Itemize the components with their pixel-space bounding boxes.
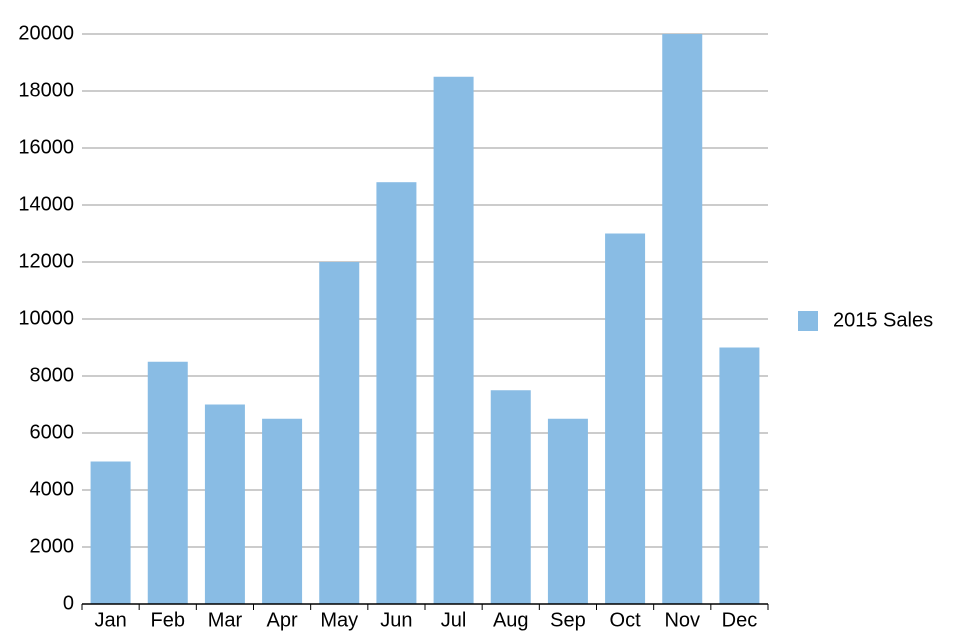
bar <box>319 262 360 604</box>
y-tick-label: 2000 <box>30 535 75 557</box>
y-tick-label: 18000 <box>18 79 74 101</box>
legend-swatch <box>798 311 818 331</box>
y-tick-label: 0 <box>63 592 74 614</box>
bar <box>547 418 588 604</box>
bar <box>376 182 417 604</box>
x-tick-label: Mar <box>208 609 243 631</box>
x-tick-label: Feb <box>151 609 185 631</box>
y-tick-label: 16000 <box>18 136 74 158</box>
y-tick-label: 14000 <box>18 193 74 215</box>
y-tick-label: 6000 <box>30 421 75 443</box>
x-tick-label: May <box>320 609 358 631</box>
x-tick-label: Sep <box>550 609 586 631</box>
bar <box>262 418 303 604</box>
bar <box>719 347 760 604</box>
bar <box>204 404 245 604</box>
y-tick-label: 8000 <box>30 364 75 386</box>
x-tick-label: Apr <box>267 609 298 631</box>
bar <box>90 461 131 604</box>
bar <box>147 361 188 604</box>
x-tick-label: Jun <box>380 609 412 631</box>
x-tick-label: Nov <box>664 609 700 631</box>
bar <box>605 233 646 604</box>
y-tick-label: 12000 <box>18 250 74 272</box>
x-tick-label: Oct <box>610 609 642 631</box>
x-tick-label: Aug <box>493 609 529 631</box>
bar <box>662 34 703 604</box>
x-tick-label: Jul <box>441 609 467 631</box>
x-tick-label: Dec <box>722 609 758 631</box>
y-tick-label: 4000 <box>30 478 75 500</box>
bar <box>433 76 474 604</box>
bar <box>490 390 531 604</box>
x-tick-label: Jan <box>94 609 126 631</box>
y-tick-label: 20000 <box>18 22 74 44</box>
y-tick-label: 10000 <box>18 307 74 329</box>
legend-label: 2015 Sales <box>833 309 933 331</box>
